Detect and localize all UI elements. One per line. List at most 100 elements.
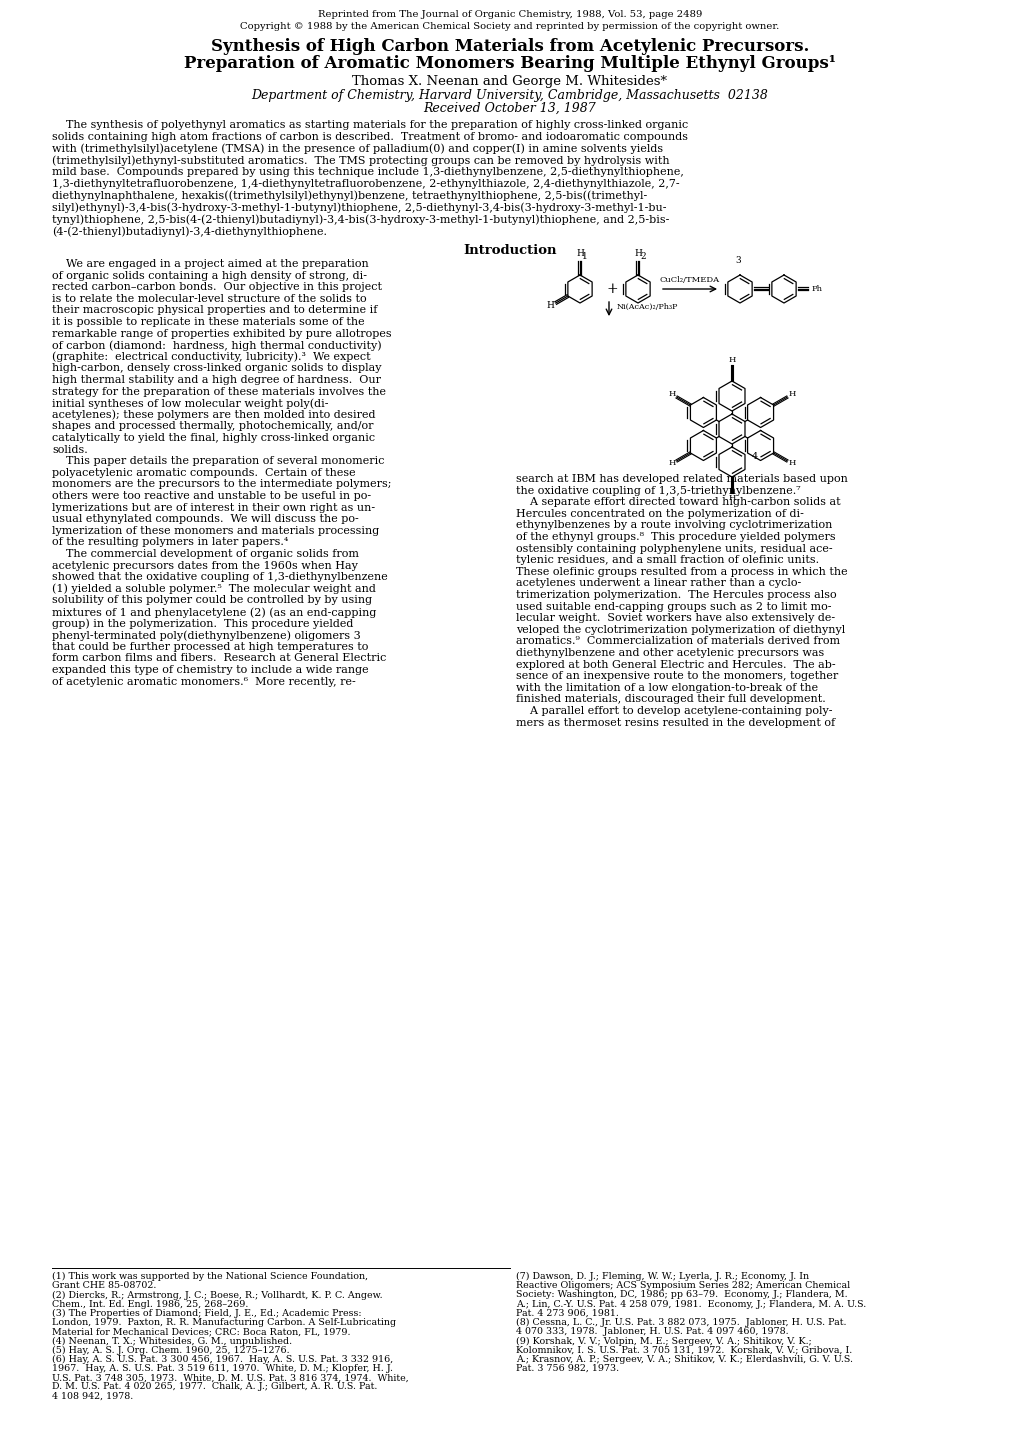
Text: diethynylnaphthalene, hexakis((trimethylsilyl)ethynyl)benzene, tetraethynylthiop: diethynylnaphthalene, hexakis((trimethyl… — [52, 190, 647, 202]
Text: Kolomnikov, I. S. U.S. Pat. 3 705 131, 1972.  Korshak, V. V.; Gribova, I.: Kolomnikov, I. S. U.S. Pat. 3 705 131, 1… — [516, 1346, 852, 1354]
Text: rected carbon–carbon bonds.  Our objective in this project: rected carbon–carbon bonds. Our objectiv… — [52, 282, 382, 292]
Text: mixtures of 1 and phenylacetylene (2) (as an end-capping: mixtures of 1 and phenylacetylene (2) (a… — [52, 606, 376, 618]
Text: H: H — [546, 302, 554, 310]
Text: shapes and processed thermally, photochemically, and/or: shapes and processed thermally, photoche… — [52, 422, 373, 432]
Text: (5) Hay, A. S. J. Org. Chem. 1960, 25, 1275–1276.: (5) Hay, A. S. J. Org. Chem. 1960, 25, 1… — [52, 1346, 289, 1354]
Text: H: H — [728, 493, 735, 502]
Text: 4 070 333, 1978.  Jabloner, H. U.S. Pat. 4 097 460, 1978.: 4 070 333, 1978. Jabloner, H. U.S. Pat. … — [516, 1327, 788, 1336]
Text: CuCl₂/TMEDA: CuCl₂/TMEDA — [659, 276, 719, 285]
Text: Hercules concentrated on the polymerization of di-: Hercules concentrated on the polymerizat… — [516, 509, 803, 519]
Text: H: H — [634, 249, 641, 257]
Text: used suitable end-capping groups such as 2 to limit mo-: used suitable end-capping groups such as… — [516, 602, 830, 612]
Text: mers as thermoset resins resulted in the development of: mers as thermoset resins resulted in the… — [516, 718, 835, 728]
Text: Grant CHE 85-08702.: Grant CHE 85-08702. — [52, 1281, 156, 1290]
Text: (3) The Properties of Diamond; Field, J. E., Ed.; Academic Press:: (3) The Properties of Diamond; Field, J.… — [52, 1308, 362, 1318]
Text: Society: Washington, DC, 1986; pp 63–79.  Economy, J.; Flandera, M.: Society: Washington, DC, 1986; pp 63–79.… — [516, 1290, 847, 1300]
Text: trimerization polymerization.  The Hercules process also: trimerization polymerization. The Hercul… — [516, 591, 836, 601]
Text: Material for Mechanical Devices; CRC: Boca Raton, FL, 1979.: Material for Mechanical Devices; CRC: Bo… — [52, 1327, 351, 1336]
Text: H: H — [667, 459, 676, 468]
Text: Preparation of Aromatic Monomers Bearing Multiple Ethynyl Groups¹: Preparation of Aromatic Monomers Bearing… — [183, 54, 836, 72]
Text: (7) Dawson, D. J.; Fleming, W. W.; Lyerla, J. R.; Economy, J. In: (7) Dawson, D. J.; Fleming, W. W.; Lyerl… — [516, 1273, 808, 1281]
Text: solids.: solids. — [52, 445, 88, 455]
Text: A separate effort directed toward high-carbon solids at: A separate effort directed toward high-c… — [516, 498, 840, 508]
Text: lecular weight.  Soviet workers have also extensively de-: lecular weight. Soviet workers have also… — [516, 613, 835, 623]
Text: +: + — [605, 282, 618, 296]
Text: is to relate the molecular-level structure of the solids to: is to relate the molecular-level structu… — [52, 293, 366, 303]
Text: polyacetylenic aromatic compounds.  Certain of these: polyacetylenic aromatic compounds. Certa… — [52, 468, 356, 478]
Text: tynyl)thiophene, 2,5-bis(4-(2-thienyl)butadiynyl)-3,4-bis(3-hydroxy-3-methyl-1-b: tynyl)thiophene, 2,5-bis(4-(2-thienyl)bu… — [52, 214, 668, 225]
Text: aromatics.⁹  Commercialization of materials derived from: aromatics.⁹ Commercialization of materia… — [516, 636, 840, 646]
Text: solubility of this polymer could be controlled by by using: solubility of this polymer could be cont… — [52, 595, 372, 605]
Text: The synthesis of polyethynyl aromatics as starting materials for the preparation: The synthesis of polyethynyl aromatics a… — [52, 120, 688, 130]
Text: diethynylbenzene and other acetylenic precursors was: diethynylbenzene and other acetylenic pr… — [516, 648, 823, 658]
Text: explored at both General Electric and Hercules.  The ab-: explored at both General Electric and He… — [516, 659, 835, 669]
Text: Reprinted from The Journal of Organic Chemistry, 1988, Vol. 53, page 2489: Reprinted from The Journal of Organic Ch… — [318, 10, 701, 19]
Text: phenyl-terminated poly(diethynylbenzene) oligomers 3: phenyl-terminated poly(diethynylbenzene)… — [52, 631, 361, 641]
Text: Pat. 4 273 906, 1981.: Pat. 4 273 906, 1981. — [516, 1308, 619, 1318]
Text: H: H — [788, 459, 795, 468]
Text: (1) yielded a soluble polymer.⁵  The molecular weight and: (1) yielded a soluble polymer.⁵ The mole… — [52, 583, 376, 595]
Text: 1,3-diethynyltetrafluorobenzene, 1,4-diethynyltetrafluorobenzene, 2-ethynylthiaz: 1,3-diethynyltetrafluorobenzene, 1,4-die… — [52, 179, 679, 189]
Text: Synthesis of High Carbon Materials from Acetylenic Precursors.: Synthesis of High Carbon Materials from … — [211, 39, 808, 54]
Text: acetylenic precursors dates from the 1960s when Hay: acetylenic precursors dates from the 196… — [52, 561, 358, 571]
Text: catalytically to yield the final, highly cross-linked organic: catalytically to yield the final, highly… — [52, 433, 375, 443]
Text: that could be further processed at high temperatures to: that could be further processed at high … — [52, 642, 368, 652]
Text: expanded this type of chemistry to include a wide range: expanded this type of chemistry to inclu… — [52, 665, 368, 675]
Text: (8) Cessna, L. C., Jr. U.S. Pat. 3 882 073, 1975.  Jabloner, H. U.S. Pat.: (8) Cessna, L. C., Jr. U.S. Pat. 3 882 0… — [516, 1318, 846, 1327]
Text: it is possible to replicate in these materials some of the: it is possible to replicate in these mat… — [52, 317, 364, 327]
Text: 4 108 942, 1978.: 4 108 942, 1978. — [52, 1391, 133, 1400]
Text: acetylenes underwent a linear rather than a cyclo-: acetylenes underwent a linear rather tha… — [516, 578, 801, 588]
Text: (graphite:  electrical conductivity, lubricity).³  We expect: (graphite: electrical conductivity, lubr… — [52, 352, 370, 362]
Text: Ph: Ph — [811, 285, 822, 293]
Text: ostensibly containing polyphenylene units, residual ace-: ostensibly containing polyphenylene unit… — [516, 543, 832, 553]
Text: 1967.  Hay, A. S. U.S. Pat. 3 519 611, 1970.  White, D. M.; Klopfer, H. J.: 1967. Hay, A. S. U.S. Pat. 3 519 611, 19… — [52, 1364, 392, 1373]
Text: silyl)ethynyl)-3,4-bis(3-hydroxy-3-methyl-1-butynyl)thiophene, 2,5-diethynyl-3,4: silyl)ethynyl)-3,4-bis(3-hydroxy-3-methy… — [52, 203, 665, 213]
Text: with (trimethylsilyl)acetylene (TMSA) in the presence of palladium(0) and copper: with (trimethylsilyl)acetylene (TMSA) in… — [52, 143, 662, 154]
Text: form carbon films and fibers.  Research at General Electric: form carbon films and fibers. Research a… — [52, 654, 386, 664]
Text: (4) Neenan, T. X.; Whitesides, G. M., unpublished.: (4) Neenan, T. X.; Whitesides, G. M., un… — [52, 1337, 291, 1346]
Text: These olefinic groups resulted from a process in which the: These olefinic groups resulted from a pr… — [516, 566, 847, 576]
Text: ethynylbenzenes by a route involving cyclotrimerization: ethynylbenzenes by a route involving cyc… — [516, 521, 832, 531]
Text: lymerization of these monomers and materials processing: lymerization of these monomers and mater… — [52, 526, 379, 536]
Text: 4: 4 — [751, 452, 757, 460]
Text: strategy for the preparation of these materials involves the: strategy for the preparation of these ma… — [52, 386, 385, 396]
Text: Introduction: Introduction — [463, 245, 556, 257]
Text: monomers are the precursors to the intermediate polymers;: monomers are the precursors to the inter… — [52, 479, 391, 489]
Text: 1: 1 — [582, 252, 587, 262]
Text: search at IBM has developed related materials based upon: search at IBM has developed related mate… — [516, 473, 847, 483]
Text: sence of an inexpensive route to the monomers, together: sence of an inexpensive route to the mon… — [516, 671, 838, 681]
Text: (9) Korshak, V. V.; Volpin, M. E.; Sergeev, V. A.; Shitikov, V. K.;: (9) Korshak, V. V.; Volpin, M. E.; Serge… — [516, 1337, 811, 1346]
Text: mild base.  Compounds prepared by using this technique include 1,3-diethynylbenz: mild base. Compounds prepared by using t… — [52, 167, 683, 177]
Text: Reactive Oligomers; ACS Symposium Series 282; American Chemical: Reactive Oligomers; ACS Symposium Series… — [516, 1281, 850, 1290]
Text: 2: 2 — [639, 252, 645, 262]
Text: The commercial development of organic solids from: The commercial development of organic so… — [52, 549, 359, 559]
Text: Thomas X. Neenan and George M. Whitesides*: Thomas X. Neenan and George M. Whiteside… — [353, 74, 666, 89]
Text: high-carbon, densely cross-linked organic solids to display: high-carbon, densely cross-linked organi… — [52, 363, 381, 373]
Text: of acetylenic aromatic monomers.⁶  More recently, re-: of acetylenic aromatic monomers.⁶ More r… — [52, 676, 356, 686]
Text: H: H — [576, 249, 583, 257]
Text: of the ethynyl groups.⁸  This procedure yielded polymers: of the ethynyl groups.⁸ This procedure y… — [516, 532, 835, 542]
Text: of carbon (diamond:  hardness, high thermal conductivity): of carbon (diamond: hardness, high therm… — [52, 340, 381, 350]
Text: with the limitation of a low elongation-to-break of the: with the limitation of a low elongation-… — [516, 682, 817, 692]
Text: We are engaged in a project aimed at the preparation: We are engaged in a project aimed at the… — [52, 259, 369, 269]
Text: (6) Hay, A. S. U.S. Pat. 3 300 456, 1967.  Hay, A. S. U.S. Pat. 3 332 916,: (6) Hay, A. S. U.S. Pat. 3 300 456, 1967… — [52, 1354, 393, 1364]
Text: Received October 13, 1987: Received October 13, 1987 — [423, 102, 596, 114]
Text: A.; Lin, C.-Y. U.S. Pat. 4 258 079, 1981.  Economy, J.; Flandera, M. A. U.S.: A.; Lin, C.-Y. U.S. Pat. 4 258 079, 1981… — [516, 1300, 865, 1308]
Text: (trimethylsilyl)ethynyl-substituted aromatics.  The TMS protecting groups can be: (trimethylsilyl)ethynyl-substituted arom… — [52, 156, 668, 166]
Text: remarkable range of properties exhibited by pure allotropes: remarkable range of properties exhibited… — [52, 329, 391, 339]
Text: veloped the cyclotrimerization polymerization of diethynyl: veloped the cyclotrimerization polymeriz… — [516, 625, 845, 635]
Text: high thermal stability and a high degree of hardness.  Our: high thermal stability and a high degree… — [52, 375, 381, 385]
Text: usual ethynylated compounds.  We will discuss the po-: usual ethynylated compounds. We will dis… — [52, 515, 359, 525]
Text: of organic solids containing a high density of strong, di-: of organic solids containing a high dens… — [52, 270, 367, 280]
Text: Department of Chemistry, Harvard University, Cambridge, Massachusetts  02138: Department of Chemistry, Harvard Univers… — [252, 89, 767, 102]
Text: H: H — [788, 390, 795, 399]
Text: lymerizations but are of interest in their own right as un-: lymerizations but are of interest in the… — [52, 502, 375, 512]
Text: initial syntheses of low molecular weight poly(di-: initial syntheses of low molecular weigh… — [52, 398, 328, 409]
Text: of the resulting polymers in later papers.⁴: of the resulting polymers in later paper… — [52, 538, 288, 548]
Text: the oxidative coupling of 1,3,5-triethynylbenzene.⁷: the oxidative coupling of 1,3,5-triethyn… — [516, 486, 800, 496]
Text: their macroscopic physical properties and to determine if: their macroscopic physical properties an… — [52, 306, 377, 316]
Text: Chem., Int. Ed. Engl. 1986, 25, 268–269.: Chem., Int. Ed. Engl. 1986, 25, 268–269. — [52, 1300, 249, 1308]
Text: Copyright © 1988 by the American Chemical Society and reprinted by permission of: Copyright © 1988 by the American Chemica… — [240, 21, 779, 31]
Text: London, 1979.  Paxton, R. R. Manufacturing Carbon. A Self-Lubricating: London, 1979. Paxton, R. R. Manufacturin… — [52, 1318, 395, 1327]
Text: (2) Diercks, R.; Armstrong, J. C.; Boese, R.; Vollhardt, K. P. C. Angew.: (2) Diercks, R.; Armstrong, J. C.; Boese… — [52, 1290, 382, 1300]
